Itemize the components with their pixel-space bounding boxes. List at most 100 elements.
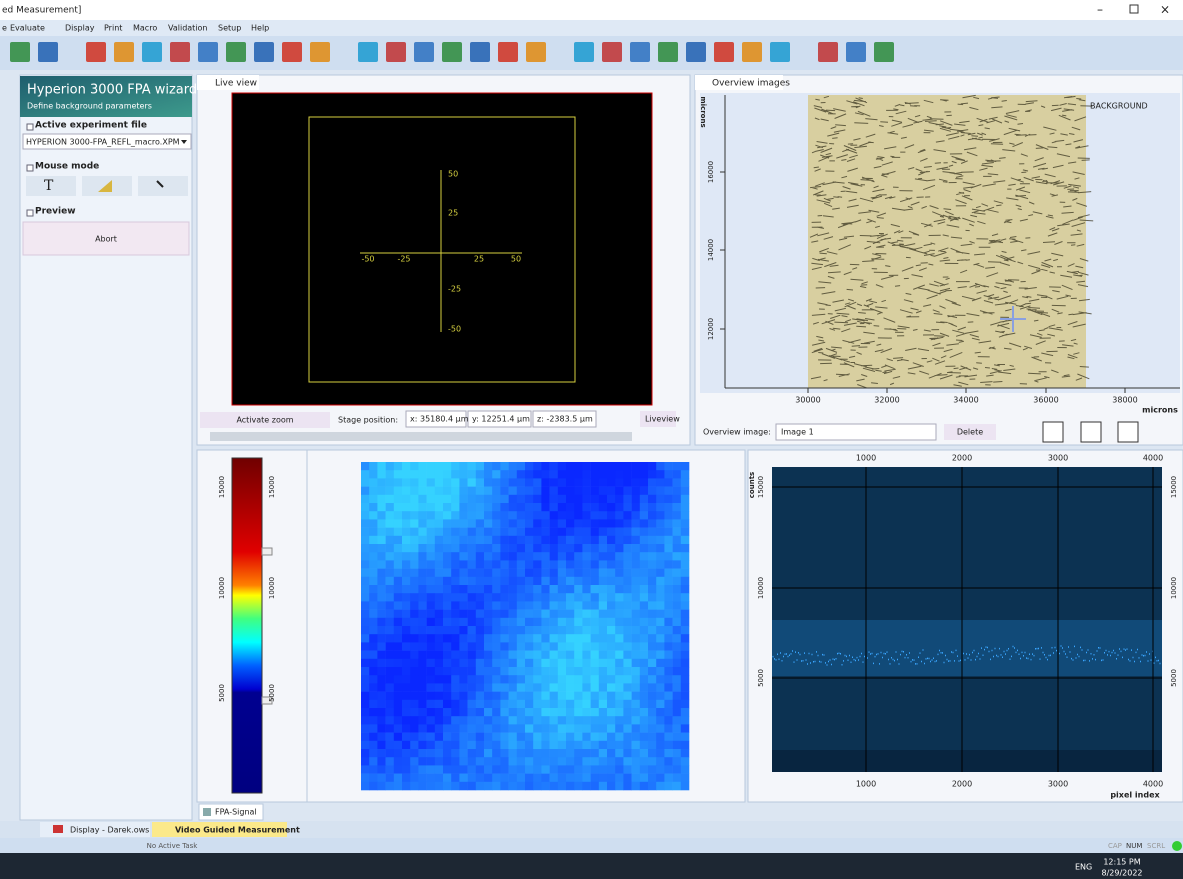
- fpa-pixel: [673, 593, 682, 602]
- fpa-pixel: [369, 642, 378, 651]
- fpa-pixel: [468, 741, 477, 750]
- tool-button[interactable]: [38, 42, 58, 62]
- fpa-pixel: [509, 683, 517, 692]
- fpa-pixel: [648, 577, 657, 586]
- fpa-pixel: [492, 470, 501, 479]
- fit-button[interactable]: [1118, 422, 1138, 442]
- fpa-pixel: [615, 733, 624, 742]
- colorbar-tick-right: 15000: [268, 476, 276, 498]
- tool-button[interactable]: [386, 42, 406, 62]
- fpa-pixel: [484, 724, 493, 733]
- fpa-pixel: [607, 470, 616, 479]
- tool-button[interactable]: [742, 42, 762, 62]
- minimize[interactable]: –: [1097, 3, 1103, 17]
- tool-button[interactable]: [414, 42, 434, 62]
- fpa-pixel: [484, 675, 493, 684]
- tool-button[interactable]: [470, 42, 490, 62]
- tool-button[interactable]: [282, 42, 302, 62]
- tool-button[interactable]: [574, 42, 594, 62]
- fpa-pixel: [369, 765, 378, 774]
- fpa-pixel: [435, 618, 444, 627]
- tool-button[interactable]: [10, 42, 30, 62]
- menu-item[interactable]: Evaluate: [10, 24, 45, 33]
- fpa-pixel: [394, 593, 403, 602]
- menu-item[interactable]: Display: [65, 24, 95, 33]
- fpa-pixel: [550, 659, 559, 668]
- fpa-pixel: [435, 782, 444, 791]
- fpa-pixel: [615, 536, 624, 545]
- tool-button[interactable]: [686, 42, 706, 62]
- fpa-pixel: [427, 724, 436, 733]
- fpa-pixel: [418, 593, 427, 602]
- fpa-pixel: [623, 585, 632, 594]
- tool-button[interactable]: [358, 42, 378, 62]
- fpa-pixel: [673, 470, 682, 479]
- fpa-pixel: [476, 642, 485, 651]
- fpa-pixel: [386, 495, 395, 504]
- fpa-pixel: [517, 552, 526, 561]
- fpa-pixel: [386, 470, 395, 479]
- fpa-pixel: [632, 749, 641, 758]
- tool-button[interactable]: [658, 42, 678, 62]
- fpa-image: [361, 462, 689, 790]
- fpa-pixel: [632, 560, 641, 569]
- fpa-pixel: [459, 634, 468, 643]
- tool-button[interactable]: [198, 42, 218, 62]
- fpa-pixel: [656, 495, 665, 504]
- fpa-pixel: [435, 560, 444, 569]
- fpa-pixel: [681, 782, 690, 791]
- tool-button[interactable]: [442, 42, 462, 62]
- tool-button[interactable]: [846, 42, 866, 62]
- fpa-pixel: [418, 552, 427, 561]
- fpa-pixel: [681, 569, 690, 578]
- fpa-pixel: [476, 495, 485, 504]
- tool-button[interactable]: [874, 42, 894, 62]
- fpa-pixel: [369, 610, 378, 619]
- fpa-pixel: [427, 749, 436, 758]
- tool-button[interactable]: [770, 42, 790, 62]
- fpa-pixel: [615, 741, 624, 750]
- fpa-pixel: [377, 741, 386, 750]
- fpa-pixel: [361, 528, 370, 537]
- fpa-pixel: [418, 470, 427, 479]
- menu-item[interactable]: Help: [251, 24, 269, 33]
- menu-item[interactable]: Setup: [218, 24, 241, 33]
- fpa-pixel: [459, 552, 468, 561]
- tool-button[interactable]: [630, 42, 650, 62]
- tool-button[interactable]: [714, 42, 734, 62]
- fpa-pixel: [640, 733, 649, 742]
- tool-button[interactable]: [114, 42, 134, 62]
- tab-label: Overview images: [712, 79, 790, 89]
- tool-button[interactable]: [818, 42, 838, 62]
- x-tick-label-top: 4000: [1143, 454, 1163, 463]
- menu-item[interactable]: Macro: [133, 24, 157, 33]
- fpa-pixel: [607, 733, 616, 742]
- fpa-pixel: [517, 782, 526, 791]
- tab-icon: [203, 808, 211, 816]
- fpa-pixel: [550, 724, 559, 733]
- scrollbar[interactable]: [210, 432, 632, 441]
- zoom-in-button[interactable]: [1043, 422, 1063, 442]
- menu-item[interactable]: Validation: [168, 24, 208, 33]
- tool-button[interactable]: [310, 42, 330, 62]
- slider[interactable]: [262, 548, 272, 555]
- tool-button[interactable]: [142, 42, 162, 62]
- fpa-pixel: [517, 774, 526, 783]
- tool-button[interactable]: [602, 42, 622, 62]
- tool-button[interactable]: [498, 42, 518, 62]
- menu-item[interactable]: Print: [104, 24, 122, 33]
- tool-button[interactable]: [254, 42, 274, 62]
- fpa-pixel: [525, 503, 534, 512]
- tool-button[interactable]: [526, 42, 546, 62]
- close[interactable]: ×: [1160, 3, 1170, 17]
- fpa-pixel: [640, 544, 649, 553]
- tool-button[interactable]: [226, 42, 246, 62]
- fpa-pixel: [427, 536, 436, 545]
- tool-button[interactable]: [86, 42, 106, 62]
- tool-button[interactable]: [170, 42, 190, 62]
- window-title: ed Measurement]: [2, 6, 81, 16]
- fpa-pixel: [664, 683, 673, 692]
- fpa-pixel: [591, 585, 600, 594]
- menu-item[interactable]: e: [2, 24, 7, 33]
- zoom-out-button[interactable]: [1081, 422, 1101, 442]
